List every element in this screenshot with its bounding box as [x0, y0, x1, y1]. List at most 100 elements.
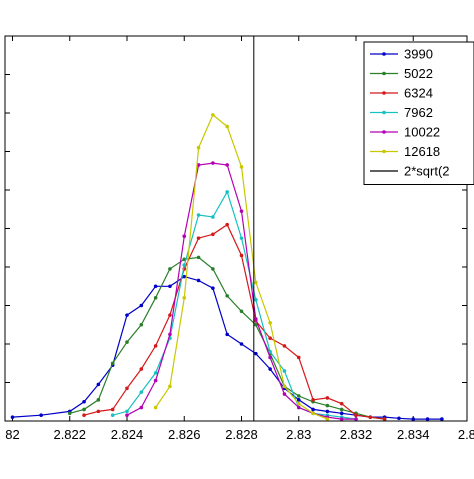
data-point — [268, 349, 272, 354]
data-point — [153, 296, 158, 300]
data-point — [125, 413, 129, 418]
data-point — [268, 367, 272, 371]
data-point — [282, 392, 287, 396]
data-point — [311, 411, 315, 416]
data-point — [125, 340, 129, 344]
data-point — [339, 417, 344, 421]
data-point — [196, 278, 201, 283]
data-point — [139, 405, 144, 410]
data-point — [354, 417, 358, 421]
data-point — [397, 416, 401, 421]
legend-marker — [382, 71, 386, 76]
series-line — [112, 190, 357, 420]
legend-label: 12618 — [404, 144, 440, 159]
data-point — [82, 399, 86, 404]
data-point — [440, 417, 444, 421]
data-point — [296, 355, 301, 360]
data-point — [225, 294, 229, 298]
data-point — [339, 407, 344, 412]
data-point — [125, 313, 129, 317]
data-point — [168, 267, 172, 271]
data-point — [225, 332, 229, 337]
legend-label: 5022 — [404, 66, 433, 81]
x-tick-label: 2.826 — [168, 427, 201, 442]
data-point — [268, 355, 272, 360]
data-point — [239, 309, 244, 314]
data-point — [153, 344, 158, 348]
data-point — [339, 411, 344, 416]
x-tick-labels: 82 2.822 2.824 2.826 2.828 2.83 2.832 2.834 2.83 — [5, 427, 474, 442]
data-point — [254, 297, 258, 302]
data-point — [153, 371, 158, 375]
legend-label: 2*sqrt(2 — [404, 164, 450, 179]
legend-marker — [382, 91, 386, 95]
data-point — [211, 215, 215, 219]
data-point — [182, 263, 187, 267]
data-point — [153, 405, 158, 410]
data-point — [368, 415, 373, 419]
data-point — [139, 367, 144, 371]
legend-marker — [382, 130, 386, 134]
data-point — [354, 413, 358, 418]
series-line — [12, 275, 442, 420]
series-10022 — [125, 161, 358, 421]
x-tick-label: 2.822 — [53, 427, 86, 442]
data-point — [196, 236, 201, 240]
data-point — [196, 145, 201, 150]
data-point — [296, 394, 301, 398]
series-5022 — [67, 255, 387, 421]
data-point — [125, 386, 129, 391]
series-7962 — [110, 190, 358, 421]
data-point — [96, 382, 101, 387]
data-point — [110, 407, 115, 412]
data-point — [211, 113, 215, 117]
data-point — [168, 284, 172, 289]
x-tick-label: 2.83 — [458, 427, 474, 442]
data-point — [254, 322, 258, 327]
legend-marker — [382, 110, 386, 115]
data-point — [225, 124, 229, 129]
series-line — [83, 223, 385, 420]
data-point — [225, 190, 229, 194]
data-point — [196, 255, 201, 260]
data-point — [139, 390, 144, 394]
data-point — [153, 378, 158, 383]
data-point — [282, 384, 287, 389]
data-point — [239, 342, 244, 346]
x-tick-label: 82 — [5, 427, 19, 442]
data-point — [139, 322, 144, 327]
data-point — [239, 253, 244, 258]
data-point — [311, 407, 315, 412]
data-point — [325, 396, 330, 400]
x-tick-label: 2.832 — [340, 427, 373, 442]
data-point — [325, 403, 330, 408]
data-point — [296, 405, 301, 410]
data-point — [239, 236, 244, 240]
data-point — [296, 398, 301, 402]
data-point — [110, 413, 115, 418]
legend-item: 7962 — [370, 105, 433, 120]
data-point — [382, 417, 387, 421]
data-point — [168, 332, 172, 337]
x-tick-label: 2.834 — [397, 427, 430, 442]
data-point — [325, 409, 330, 414]
series-6324 — [82, 222, 387, 421]
legend-label: 7962 — [404, 105, 433, 120]
legend-label: 3990 — [404, 47, 433, 62]
data-point — [96, 398, 101, 402]
legend-item: 12618 — [370, 144, 440, 159]
legend-marker — [382, 52, 386, 56]
data-point — [425, 417, 430, 421]
legend-item: 10022 — [370, 125, 440, 140]
data-point — [182, 296, 187, 300]
legend-label: 10022 — [404, 125, 440, 140]
data-point — [211, 232, 215, 237]
data-point — [82, 407, 86, 412]
data-point — [268, 321, 272, 325]
series-group — [10, 113, 444, 421]
data-point — [96, 409, 101, 414]
legend-item: 2*sqrt(2 — [370, 164, 450, 179]
legend-label: 6324 — [404, 86, 433, 101]
data-point — [282, 344, 287, 348]
